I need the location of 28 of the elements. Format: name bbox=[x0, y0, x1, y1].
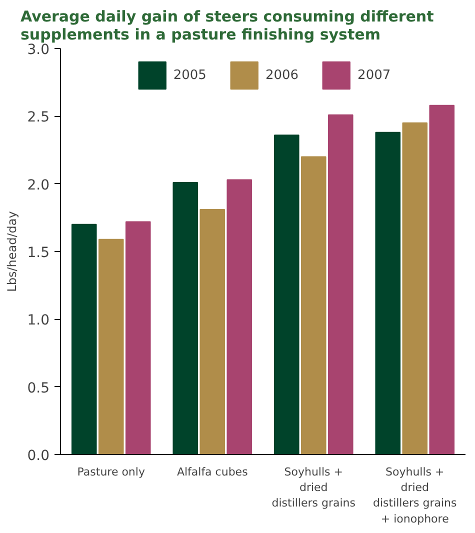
bar bbox=[328, 114, 354, 454]
x-tick-label: Soyhulls + dried distillers grains bbox=[272, 466, 356, 510]
bar bbox=[200, 209, 226, 454]
y-tick-label: 1.0 bbox=[27, 312, 50, 329]
bar bbox=[226, 179, 252, 454]
y-tick-label: 2.0 bbox=[27, 177, 50, 194]
y-tick-label: 3.0 bbox=[27, 42, 50, 58]
x-tick-label: Alfalfa cubes bbox=[176, 466, 248, 478]
chart-title: Average daily gain of steers consuming different supplements in a pasture finishing system bbox=[20, 8, 434, 44]
legend-label: 2005 bbox=[173, 68, 206, 82]
x-tick-label: Soyhulls + dried distillers grains + ionophore bbox=[372, 466, 458, 526]
bar bbox=[125, 221, 151, 454]
bar bbox=[300, 156, 326, 454]
bar bbox=[172, 182, 198, 454]
bar bbox=[71, 224, 97, 454]
y-tick-label: 0.0 bbox=[27, 448, 50, 464]
x-tick-label: Pasture only bbox=[77, 466, 146, 478]
bar bbox=[98, 238, 124, 454]
bar bbox=[274, 134, 300, 454]
legend-label: 2006 bbox=[265, 68, 299, 82]
y-tick-label: 1.5 bbox=[27, 245, 50, 261]
bar bbox=[429, 104, 455, 454]
y-axis-title: Lbs/head/day bbox=[5, 211, 20, 292]
y-tick-label: 2.5 bbox=[27, 110, 50, 126]
y-tick-label: 0.5 bbox=[27, 380, 50, 396]
legend-label: 2007 bbox=[358, 68, 391, 82]
bar bbox=[375, 132, 401, 454]
bar bbox=[402, 122, 428, 454]
